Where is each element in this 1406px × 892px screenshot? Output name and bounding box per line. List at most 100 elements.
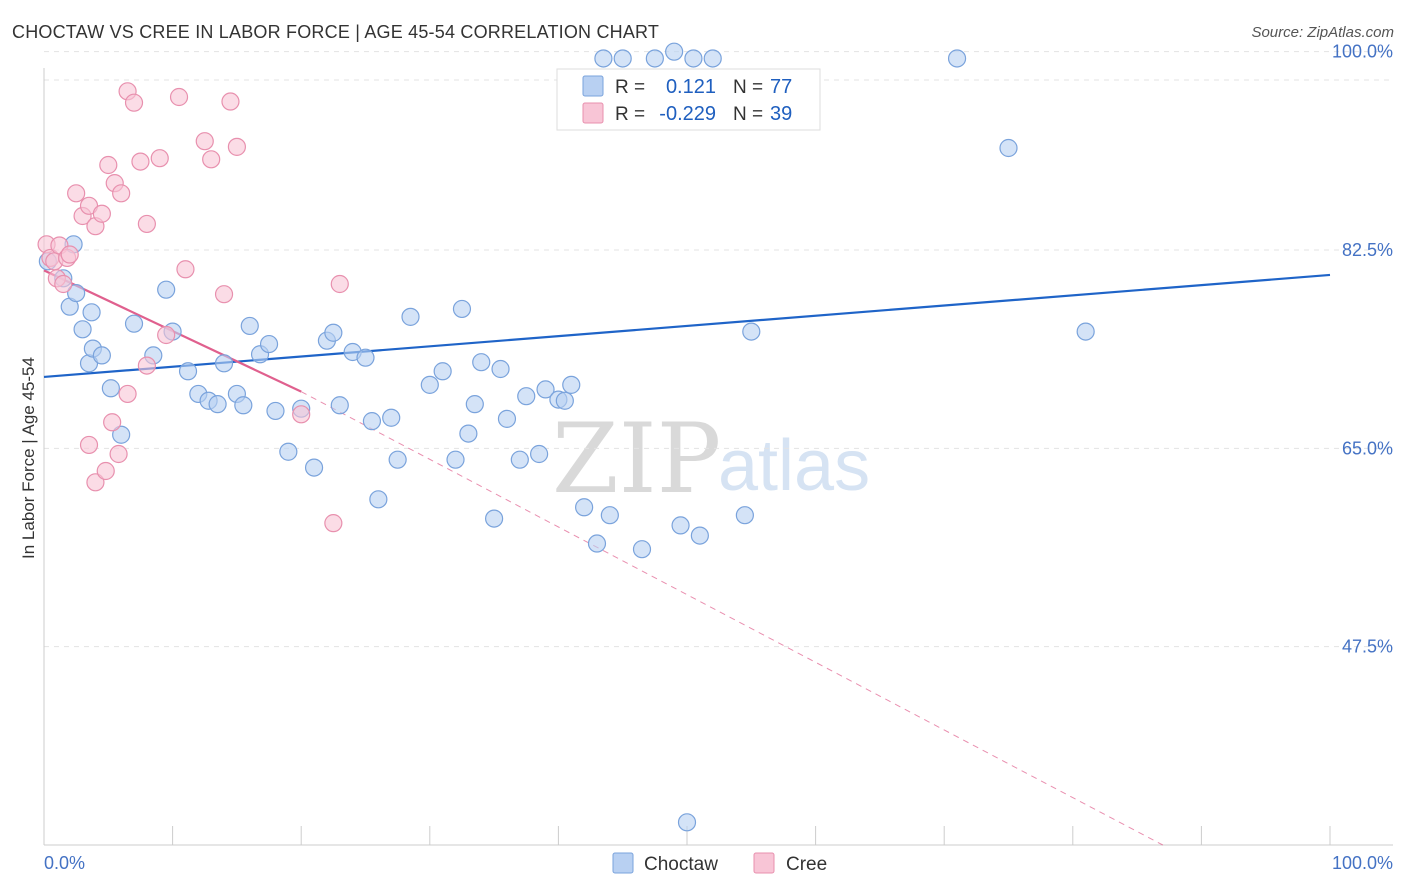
point-choctaw: [279, 442, 298, 461]
point-choctaw: [401, 307, 420, 326]
point-cree: [292, 405, 311, 424]
point-choctaw: [157, 280, 176, 299]
point-cree: [60, 245, 79, 264]
legend: R = 0.121 N = 77 R = -0.229 N = 39: [556, 68, 821, 131]
point-choctaw: [485, 509, 504, 528]
data-points: [37, 42, 1095, 832]
point-choctaw: [555, 391, 574, 410]
point-cree: [118, 384, 137, 404]
point-cree: [227, 137, 246, 156]
point-choctaw: [594, 49, 613, 68]
legend-r-value-cree: -0.229: [659, 103, 716, 125]
point-cree: [96, 461, 115, 481]
x-tick-label-right: 100.0%: [1332, 853, 1393, 873]
point-choctaw: [690, 526, 709, 545]
bottom-legend-swatch-cree: [753, 852, 775, 874]
point-choctaw: [517, 387, 536, 406]
point-choctaw: [240, 316, 259, 336]
point-choctaw: [1076, 322, 1095, 341]
point-cree: [92, 204, 111, 223]
point-choctaw: [433, 362, 452, 381]
bottom-legend-label-choctaw: Choctaw: [644, 854, 718, 875]
point-choctaw: [491, 359, 510, 379]
bottom-legend-label-cree: Cree: [786, 854, 827, 875]
watermark: ZIP atlas: [552, 403, 870, 515]
point-choctaw: [73, 320, 92, 339]
point-choctaw: [208, 395, 227, 414]
point-choctaw: [304, 458, 324, 477]
point-cree: [131, 152, 150, 171]
point-choctaw: [465, 395, 484, 414]
point-choctaw: [266, 401, 285, 421]
legend-swatch-cree: [582, 102, 604, 124]
point-choctaw: [330, 396, 349, 415]
point-choctaw: [947, 49, 967, 68]
point-cree: [54, 274, 73, 294]
x-tick-label-left: 0.0%: [44, 853, 85, 873]
point-choctaw: [178, 362, 198, 381]
tick-labels: 47.5% 65.0% 82.5% 100.0%: [1332, 42, 1393, 657]
point-cree: [137, 356, 156, 375]
point-choctaw: [742, 322, 761, 341]
point-choctaw: [214, 354, 234, 373]
point-choctaw: [101, 379, 120, 398]
point-choctaw: [382, 408, 401, 427]
point-choctaw: [472, 353, 491, 372]
legend-n-label-cree: N =: [733, 104, 763, 125]
point-choctaw: [388, 450, 407, 469]
point-choctaw: [587, 534, 607, 553]
point-choctaw: [459, 424, 478, 443]
point-cree: [202, 150, 221, 169]
legend-r-value-choctaw: 0.121: [666, 76, 716, 98]
point-cree: [330, 274, 349, 294]
point-cree: [109, 444, 128, 464]
point-cree: [112, 184, 131, 203]
point-choctaw: [999, 138, 1018, 158]
source-credit: Source: ZipAtlas.com: [1251, 24, 1394, 41]
point-choctaw: [613, 49, 632, 68]
point-choctaw: [536, 380, 555, 399]
watermark-zip: ZIP: [552, 403, 721, 515]
point-cree: [99, 155, 118, 175]
point-choctaw: [600, 506, 619, 525]
y-tick-label: 65.0%: [1342, 438, 1393, 458]
point-choctaw: [452, 299, 472, 319]
point-cree: [195, 132, 214, 151]
grid-lines: [44, 51, 1393, 648]
point-choctaw: [677, 813, 697, 832]
point-choctaw: [575, 498, 594, 517]
point-choctaw: [446, 450, 465, 469]
point-choctaw: [645, 49, 664, 68]
legend-n-label-choctaw: N =: [733, 77, 763, 98]
y-tick-label: 82.5%: [1342, 240, 1393, 260]
point-cree: [67, 184, 86, 203]
point-cree: [324, 514, 343, 533]
chart-title: CHOCTAW VS CREE IN LABOR FORCE | AGE 45-…: [12, 22, 660, 42]
point-cree: [79, 435, 99, 455]
legend-swatch-choctaw: [582, 75, 604, 97]
point-choctaw: [497, 409, 517, 428]
point-choctaw: [82, 303, 101, 322]
bottom-legend: Choctaw Cree: [612, 852, 827, 875]
point-choctaw: [562, 375, 581, 394]
bottom-legend-swatch-choctaw: [612, 852, 634, 874]
point-choctaw: [530, 444, 549, 464]
legend-r-label-cree: R =: [615, 104, 645, 125]
point-choctaw: [735, 506, 754, 525]
point-choctaw: [684, 49, 703, 68]
axes: [43, 68, 1393, 846]
point-choctaw: [67, 283, 86, 303]
point-cree: [169, 87, 189, 107]
point-cree: [137, 214, 156, 234]
point-choctaw: [632, 540, 652, 559]
point-choctaw: [324, 323, 343, 342]
y-tick-label: 47.5%: [1342, 637, 1393, 657]
trend-extension-cree: [300, 391, 1164, 846]
point-cree: [124, 93, 144, 112]
point-choctaw: [362, 412, 382, 431]
point-cree: [221, 92, 240, 111]
legend-n-value-cree: 39: [770, 103, 792, 125]
point-cree: [176, 260, 195, 279]
point-cree: [103, 413, 122, 432]
